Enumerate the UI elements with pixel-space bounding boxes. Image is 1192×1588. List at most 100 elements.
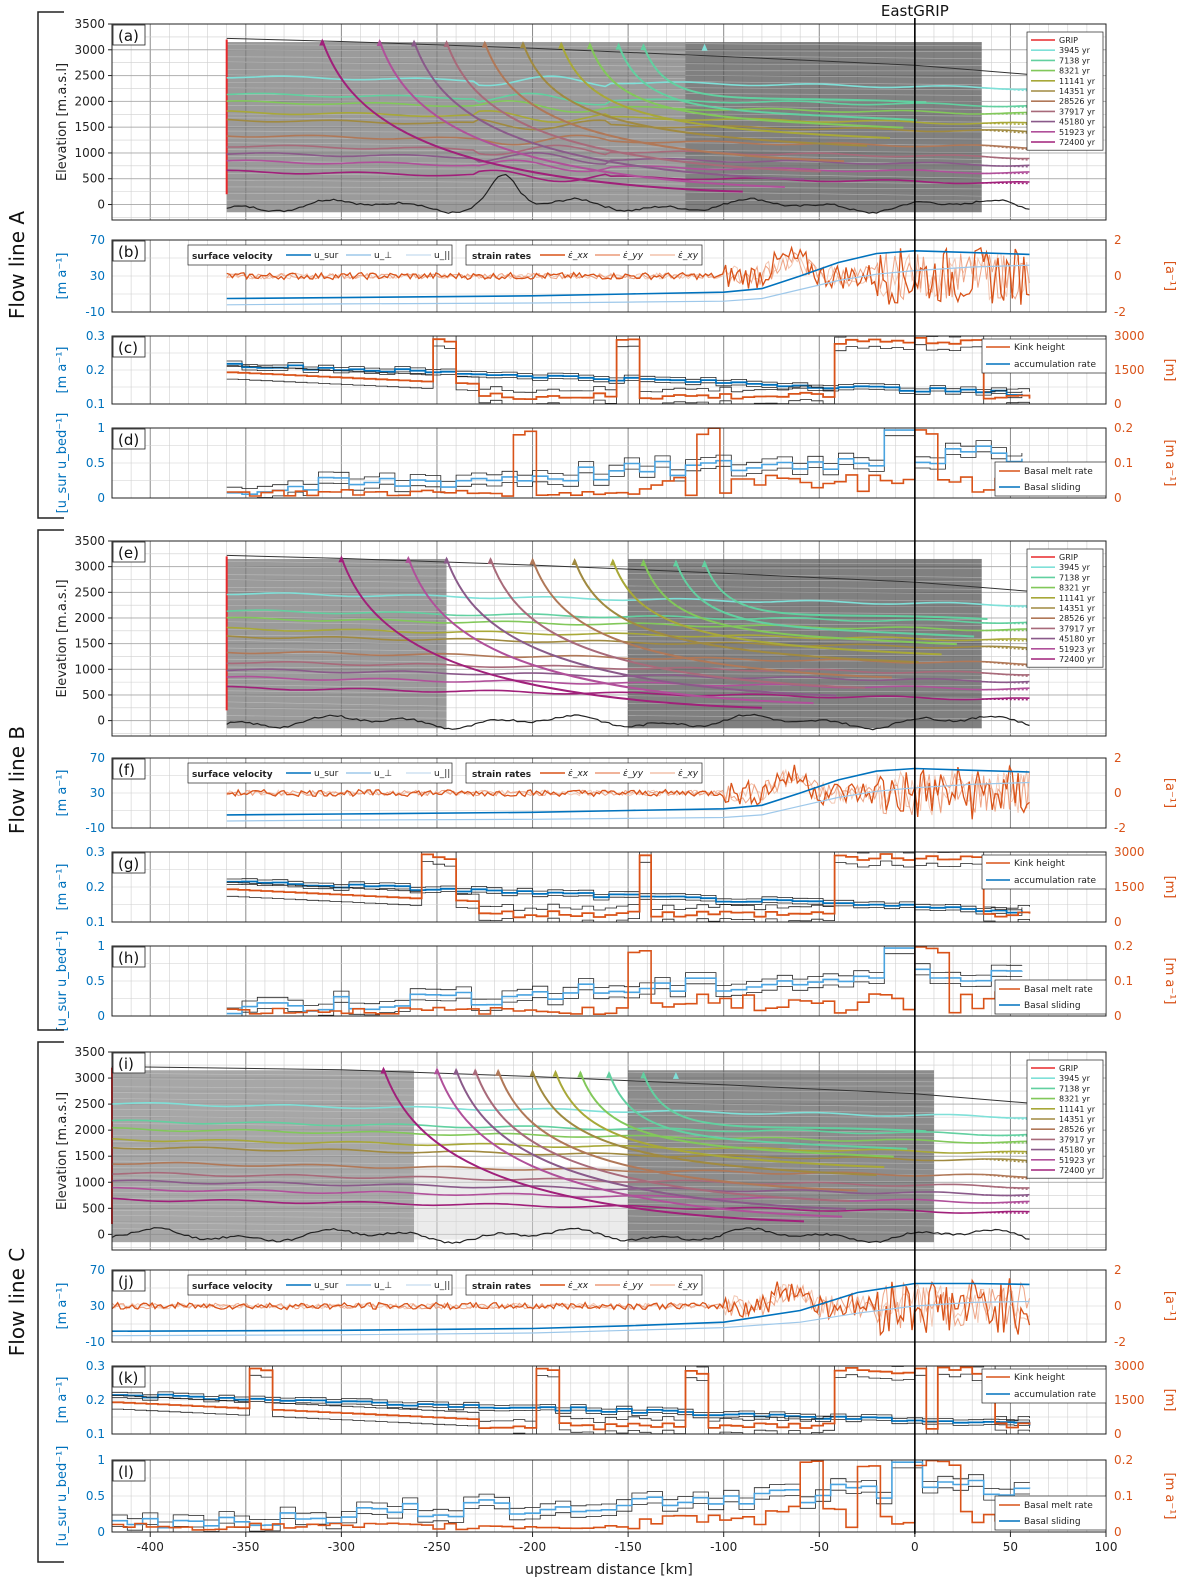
y-tick-label: -10 xyxy=(85,305,105,319)
y2-tick-label: 0.1 xyxy=(1114,456,1133,470)
legend-entry: ε̇_xy xyxy=(678,251,699,261)
y2-tick-label: 2 xyxy=(1114,233,1122,247)
legend-entry: ε̇_xy xyxy=(678,769,699,779)
elevation-panel: (i)3500300025002000150010005000Elevation… xyxy=(55,1045,1106,1250)
legend-entry: 3945 yr xyxy=(1059,46,1091,55)
legend-title: surface velocity xyxy=(192,770,273,780)
y-tick-label: 0.3 xyxy=(86,329,105,343)
y-tick-label: 0 xyxy=(97,1009,105,1023)
legend-title: strain rates xyxy=(472,252,531,262)
y-tick-label: 2500 xyxy=(74,69,105,83)
melt-axis-label: [m a⁻¹] xyxy=(1162,958,1177,1005)
legend-entry: u_|| xyxy=(434,251,450,261)
legend-entry: 11141 yr xyxy=(1059,594,1096,603)
legend-title: strain rates xyxy=(472,770,531,780)
y-tick-label: 2000 xyxy=(74,94,105,108)
y-tick-label: 0.2 xyxy=(86,1393,105,1407)
legend-entry: ε̇_yy xyxy=(623,251,644,261)
y-tick-label: 3000 xyxy=(74,560,105,574)
y2-tick-label: 1500 xyxy=(1114,1393,1145,1407)
legend-entry: Kink height xyxy=(1014,1373,1065,1383)
y2-tick-label: 0.2 xyxy=(1114,939,1133,953)
legend-entry: accumulation rate xyxy=(1014,876,1096,886)
velocity-axis-label: [m a⁻¹] xyxy=(55,1283,70,1330)
panel-label: (k) xyxy=(118,1369,138,1387)
melt-legend: Basal melt rate Basal sliding xyxy=(995,1496,1106,1530)
y2-tick-label: 0 xyxy=(1114,491,1122,505)
legend-entry: 11141 yr xyxy=(1059,1105,1096,1114)
legend-entry: u_⊥ xyxy=(374,251,392,261)
legend-entry: 7138 yr xyxy=(1059,56,1091,65)
x-tick-label: 100 xyxy=(1095,1540,1118,1554)
accumulation-axis-label: [m a⁻¹] xyxy=(55,1377,70,1424)
elevation-panel: (a)3500300025002000150010005000Elevation… xyxy=(55,17,1106,220)
legend-entry: 45180 yr xyxy=(1059,635,1096,644)
y-tick-label: 30 xyxy=(90,786,105,800)
y-tick-label: 0 xyxy=(97,198,105,212)
legend-entry: 3945 yr xyxy=(1059,1074,1091,1083)
y-tick-label: 500 xyxy=(82,172,105,186)
y2-tick-label: 0 xyxy=(1114,1299,1122,1313)
panel-label: (l) xyxy=(118,1463,134,1481)
y-tick-label: 0.1 xyxy=(86,1427,105,1441)
y-tick-label: 2500 xyxy=(74,585,105,599)
y2-tick-label: 0 xyxy=(1114,786,1122,800)
y-tick-label: 70 xyxy=(90,1263,105,1277)
legend-entry: u_⊥ xyxy=(374,1281,392,1291)
x-tick-label: -300 xyxy=(328,1540,355,1554)
x-axis-label: upstream distance [km] xyxy=(525,1562,693,1578)
legend-entry: Basal melt rate xyxy=(1024,1501,1093,1511)
kink-axis-label: [m] xyxy=(1162,359,1177,382)
y2-tick-label: 3000 xyxy=(1114,1359,1145,1373)
legend-entry: 72400 yr xyxy=(1059,138,1096,147)
velocity-axis-label: [m a⁻¹] xyxy=(55,770,70,817)
legend-entry: 51923 yr xyxy=(1059,128,1096,137)
velocity-axis-label: [m a⁻¹] xyxy=(55,253,70,300)
legend-entry: Basal sliding xyxy=(1024,1517,1081,1527)
y-tick-label: 3500 xyxy=(74,534,105,548)
sliding-axis-label: [u_sur u_bed⁻¹] xyxy=(55,413,70,514)
y-tick-label: 0.5 xyxy=(86,456,105,470)
legend-entry: GRIP xyxy=(1059,36,1078,45)
legend-entry: GRIP xyxy=(1059,553,1078,562)
legend-entry: u_⊥ xyxy=(374,769,392,779)
eastgrip-label: EastGRIP xyxy=(881,2,949,20)
y-tick-label: -10 xyxy=(85,821,105,835)
legend-entry: 51923 yr xyxy=(1059,1156,1096,1165)
x-tick-label: -100 xyxy=(710,1540,737,1554)
melt-axis-label: [m a⁻¹] xyxy=(1162,1473,1177,1520)
legend-entry: GRIP xyxy=(1059,1064,1078,1073)
y-tick-label: 30 xyxy=(90,269,105,283)
y-tick-label: 3000 xyxy=(74,43,105,57)
flowline-label: Flow line C xyxy=(5,1248,29,1356)
panel-label: (a) xyxy=(118,27,139,45)
sliding-melt-panel: (d)10.50[u_sur u_bed⁻¹]0.20.10[m a⁻¹]Bas… xyxy=(55,413,1177,514)
x-tick-label: -250 xyxy=(423,1540,450,1554)
y-tick-label: 70 xyxy=(90,233,105,247)
legend-entry: 14351 yr xyxy=(1059,604,1096,613)
y2-tick-label: 3000 xyxy=(1114,845,1145,859)
y-tick-label: 0 xyxy=(97,1525,105,1539)
legend-title: strain rates xyxy=(472,1282,531,1292)
legend-entry: 72400 yr xyxy=(1059,1166,1096,1175)
strain-axis-label: [a⁻¹] xyxy=(1162,1291,1177,1321)
x-tick-label: 50 xyxy=(1003,1540,1018,1554)
legend-entry: 8321 yr xyxy=(1059,584,1091,593)
panel-label: (h) xyxy=(118,949,139,967)
y2-tick-label: 2 xyxy=(1114,751,1122,765)
y2-tick-label: 0.1 xyxy=(1114,974,1133,988)
